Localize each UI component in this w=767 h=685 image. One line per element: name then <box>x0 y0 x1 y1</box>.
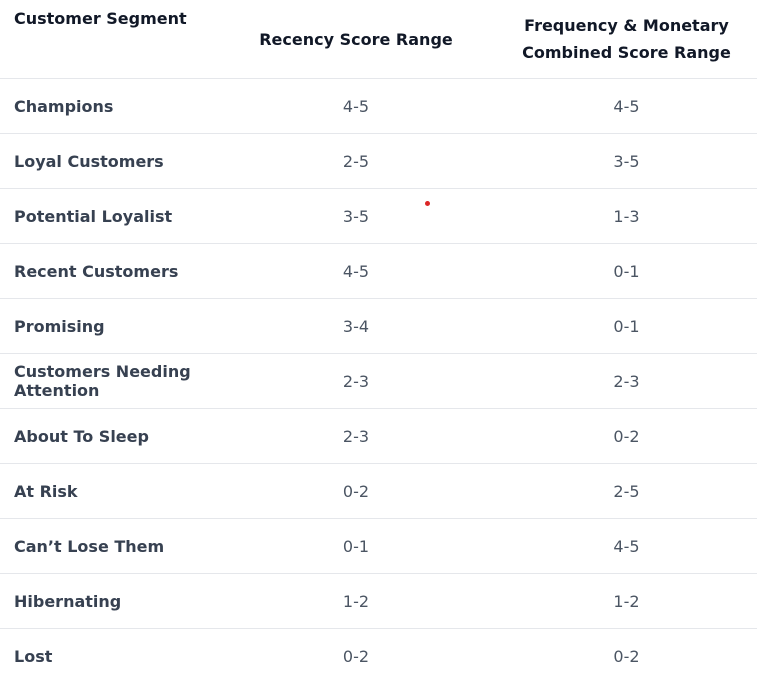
table-row: Champions 4-5 4-5 <box>0 78 757 134</box>
segment-name: Champions <box>0 78 216 134</box>
table-header-row: Customer Segment Recency Score Range Fre… <box>0 0 757 79</box>
frequency-monetary-range: 2-5 <box>496 463 757 519</box>
segment-name: Customers Needing Attention <box>0 353 216 409</box>
segment-name: Potential Loyalist <box>0 188 216 244</box>
recency-range: 2-3 <box>216 353 496 409</box>
frequency-monetary-range: 4-5 <box>496 78 757 134</box>
frequency-monetary-range: 4-5 <box>496 518 757 574</box>
recency-range: 4-5 <box>216 243 496 299</box>
table-row: Recent Customers 4-5 0-1 <box>0 243 757 299</box>
segment-name: Can’t Lose Them <box>0 518 216 574</box>
table-row: Hibernating 1-2 1-2 <box>0 573 757 629</box>
recency-range: 2-3 <box>216 408 496 464</box>
table-row: At Risk 0-2 2-5 <box>0 463 757 519</box>
header-frequency-monetary-score: Frequency & Monetary Combined Score Rang… <box>496 0 757 79</box>
table-row: Loyal Customers 2-5 3-5 <box>0 133 757 189</box>
frequency-monetary-range: 3-5 <box>496 133 757 189</box>
recency-range: 3-4 <box>216 298 496 354</box>
table-row: Lost 0-2 0-2 <box>0 629 757 684</box>
recency-range: 2-5 <box>216 133 496 189</box>
header-customer-segment: Customer Segment <box>0 0 216 79</box>
recency-range: 0-2 <box>342 646 370 666</box>
segment-name: Lost <box>14 646 53 666</box>
frequency-monetary-range: 0-1 <box>496 298 757 354</box>
segment-name: Loyal Customers <box>0 133 216 189</box>
table-row: Promising 3-4 0-1 <box>0 298 757 354</box>
cursor-dot <box>425 201 430 206</box>
table-row: Potential Loyalist 3-5 1-3 <box>0 188 757 244</box>
table-row: Can’t Lose Them 0-1 4-5 <box>0 518 757 574</box>
table-row: Customers Needing Attention 2-3 2-3 <box>0 353 757 409</box>
segment-name: At Risk <box>0 463 216 519</box>
frequency-monetary-range: 0-2 <box>613 646 640 666</box>
recency-range: 1-2 <box>216 573 496 629</box>
frequency-monetary-range: 0-2 <box>496 408 757 464</box>
segment-name: Recent Customers <box>0 243 216 299</box>
segment-name: Promising <box>0 298 216 354</box>
frequency-monetary-range: 1-3 <box>496 188 757 244</box>
recency-range: 3-5 <box>216 188 496 244</box>
frequency-monetary-range: 2-3 <box>496 353 757 409</box>
recency-range: 0-1 <box>216 518 496 574</box>
segment-name: Hibernating <box>0 573 216 629</box>
header-recency-score: Recency Score Range <box>216 0 496 79</box>
frequency-monetary-range: 0-1 <box>496 243 757 299</box>
frequency-monetary-range: 1-2 <box>496 573 757 629</box>
table-row: About To Sleep 2-3 0-2 <box>0 408 757 464</box>
segment-name: About To Sleep <box>0 408 216 464</box>
recency-range: 0-2 <box>216 463 496 519</box>
recency-range: 4-5 <box>216 78 496 134</box>
